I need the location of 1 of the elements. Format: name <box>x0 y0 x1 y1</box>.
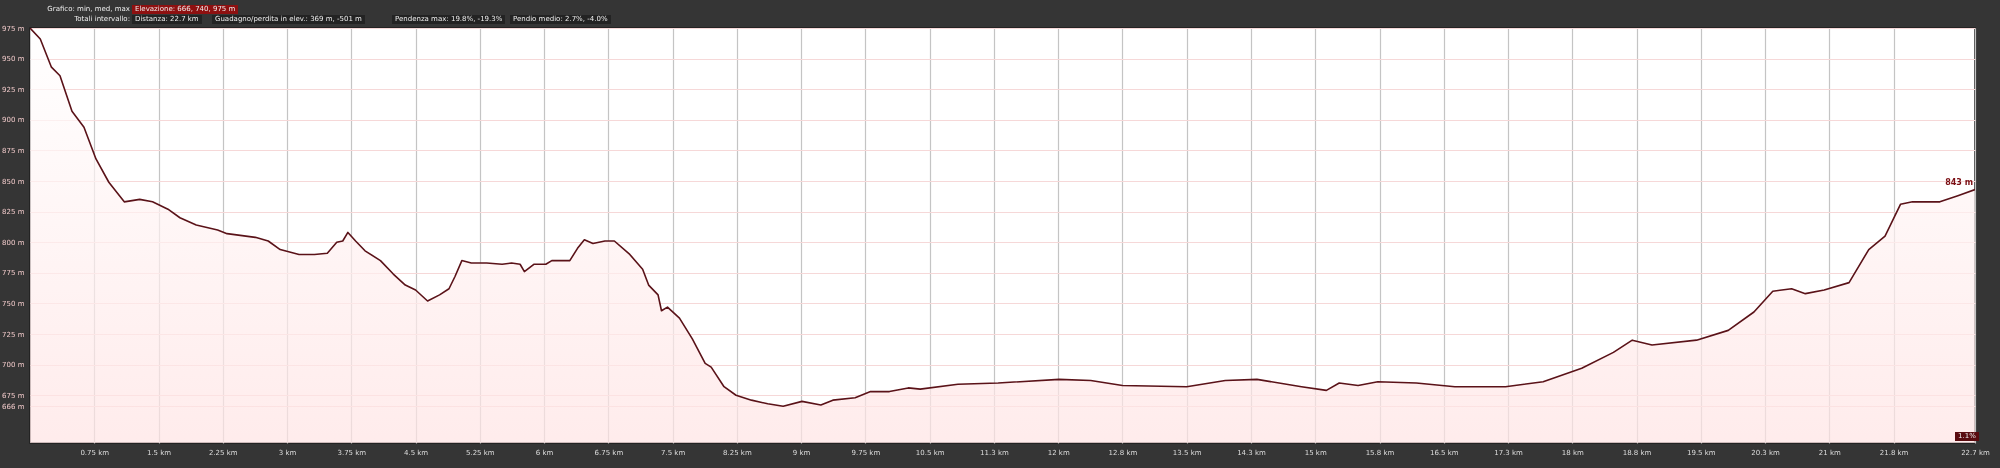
annotation: 843 m <box>1945 177 1973 187</box>
